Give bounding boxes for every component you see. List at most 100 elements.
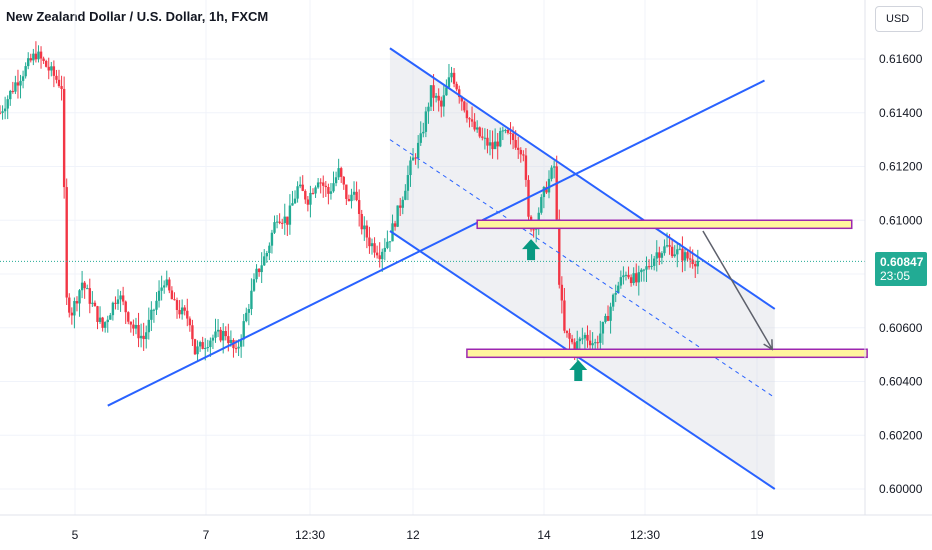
candle-down [524,155,528,180]
candle-down [509,132,512,134]
candle-up [14,82,17,92]
candle-down [635,273,638,283]
candle-down [257,268,261,273]
candle-down [278,221,281,223]
candle-down [188,318,192,326]
candle-up [642,269,646,271]
candle-up [552,166,556,168]
candle-down [563,300,566,331]
candle-down [368,237,371,247]
candle-up [583,334,587,339]
candle-up [409,160,412,176]
candle-up [78,290,81,304]
candle-up [683,252,687,261]
candle-down [101,317,104,328]
currency-button[interactable]: USD [875,6,923,32]
candle-down [519,149,522,155]
candle-up [50,66,53,71]
candle-up [422,131,425,134]
candle-up [147,319,150,333]
candle-up [601,321,605,334]
candle-down [219,329,222,341]
candle-up [445,87,448,96]
price-tick-label: 0.61600 [879,52,923,66]
candle-down [68,297,71,313]
candle-down [560,284,564,301]
candle-up [268,245,271,254]
candle-down [57,79,61,87]
candle-up [237,346,240,349]
candle-down [393,223,397,227]
candle-down [224,331,227,337]
channel-fill [389,48,775,489]
candle-up [493,141,497,150]
candle-down [11,90,15,92]
candle-up [352,191,356,195]
candle-up [593,342,597,344]
candle-up [145,332,148,340]
candle-down [55,75,58,80]
candle-up [252,279,256,291]
price-tick-label: 0.60200 [879,428,923,442]
candle-down [62,88,66,188]
time-tick-label: 19 [750,528,764,542]
candle-up [242,321,245,340]
candle-down [596,342,599,344]
candle-up [609,306,612,321]
time-tick-label: 14 [537,528,551,542]
candle-up [663,246,666,254]
candle-up [540,197,543,213]
candle-down [506,129,510,133]
zones [466,219,868,359]
candle-up [416,142,420,159]
candle-down [694,264,697,267]
candle-up [427,106,430,112]
price-tick-label: 0.60400 [879,375,923,389]
candle-up [275,221,279,223]
candle-up [255,268,258,280]
candle-down [629,277,633,284]
candle-up [660,253,664,258]
candle-up [21,76,25,81]
candle-up [316,182,320,188]
candle-down [201,342,204,349]
candle-down [514,140,517,148]
candle-up [134,324,138,329]
candle-up [91,302,94,304]
candle-up [499,131,502,147]
candle-down [70,312,74,316]
candle-down [455,83,458,90]
candle-up [665,245,669,247]
candle-down [304,190,307,200]
candle-down [306,199,310,205]
candle-up [6,99,9,109]
candle-up [250,290,253,310]
candle-down [319,182,322,184]
candle-up [263,256,266,266]
time-tick-label: 7 [203,528,210,542]
candle-down [473,121,476,130]
candle-up [19,80,22,86]
candle-up [386,241,389,248]
arrows [522,230,773,381]
candle-down [452,72,456,84]
current-price-badge: 0.60847 23:05 [875,252,927,286]
candle-up [221,331,225,341]
candle-down [42,58,45,61]
candle-down [191,325,194,340]
price-tick-label: 0.61000 [879,213,923,227]
candle-down [460,97,463,102]
candle-down [47,66,50,71]
candle-down [365,225,369,238]
candle-up [640,269,643,273]
candle-down [286,216,289,225]
candle-up [239,339,243,347]
candle-up [150,309,153,320]
candle-down [129,321,133,325]
candle-up [401,199,404,208]
candle-down [301,184,304,191]
candle-down [491,142,494,150]
candle-down [463,101,466,111]
candle-up [611,294,615,307]
